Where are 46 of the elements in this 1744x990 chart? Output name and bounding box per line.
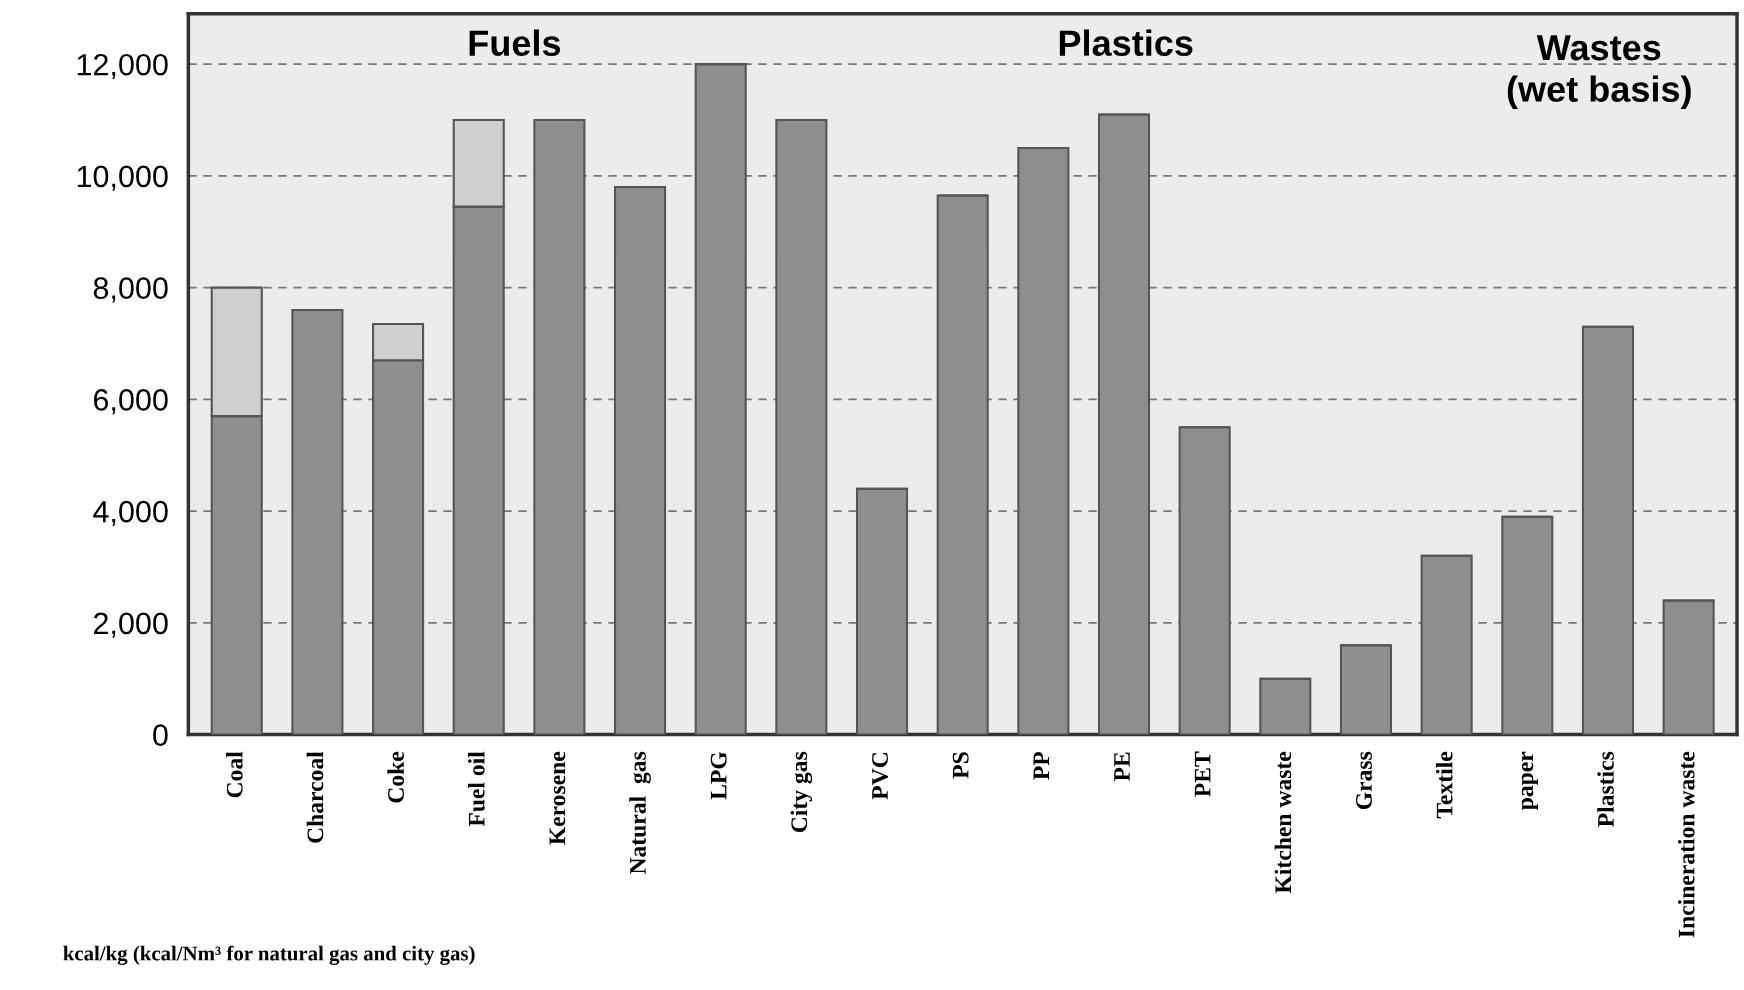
y-tick-label: 0 [153, 724, 168, 746]
x-tick-label: Coke [387, 751, 404, 803]
bar [1259, 677, 1312, 735]
x-tick-label: Incineration waste [1677, 751, 1695, 938]
annotation: Wastes (wet basis) [1507, 35, 1691, 110]
bar [1017, 146, 1070, 735]
x-tick-label: Coal [226, 751, 243, 798]
x-tick-label: PS [952, 752, 969, 779]
x-tick-label: Charcoal [306, 751, 324, 843]
bar [1339, 644, 1393, 735]
x-tick-label: Natural gas [629, 751, 651, 875]
bar [1178, 426, 1231, 735]
y-tick-label: 2,000 [93, 612, 168, 638]
bar [291, 308, 344, 735]
annotation: Plastics [1059, 29, 1193, 56]
x-tick-label: Kerosene [549, 751, 566, 845]
x-tick-label: City gas [790, 751, 813, 833]
bar [855, 487, 909, 735]
x-tick-label: Fuel oil [468, 751, 485, 827]
y-tick-label: 8,000 [93, 277, 168, 303]
annotation: Fuels [469, 29, 561, 56]
bar [1581, 325, 1635, 735]
x-tick-label: Plastics [1597, 751, 1614, 827]
bar [1662, 599, 1715, 735]
bar [694, 63, 747, 735]
bar [936, 194, 989, 735]
x-tick-label: LPG [710, 751, 727, 800]
x-tick-label: PE [1114, 752, 1130, 782]
x-tick-label: Kitchen waste [1274, 751, 1292, 894]
x-tick-label: Grass [1356, 751, 1372, 810]
bar [1420, 554, 1473, 735]
bar [533, 118, 586, 735]
x-tick-label: PET [1194, 751, 1211, 797]
y-tick-label: 12,000 [77, 53, 168, 80]
x-tick-label: paper [1521, 751, 1539, 810]
y-tick-label: 10,000 [77, 165, 168, 191]
bar [1097, 113, 1151, 735]
text: kcal/kg (kcal/Nm³ for natural gas and city gas) [63, 945, 475, 965]
x-tick-label: PVC [872, 753, 889, 800]
x-tick-label: PP [1033, 751, 1050, 780]
y-tick-label: 6,000 [94, 389, 168, 415]
y-tick-label: 4,000 [93, 500, 168, 527]
bar [775, 118, 828, 735]
bar [614, 186, 667, 735]
x-tick-label: Textile [1435, 751, 1453, 819]
bar [1501, 515, 1554, 735]
